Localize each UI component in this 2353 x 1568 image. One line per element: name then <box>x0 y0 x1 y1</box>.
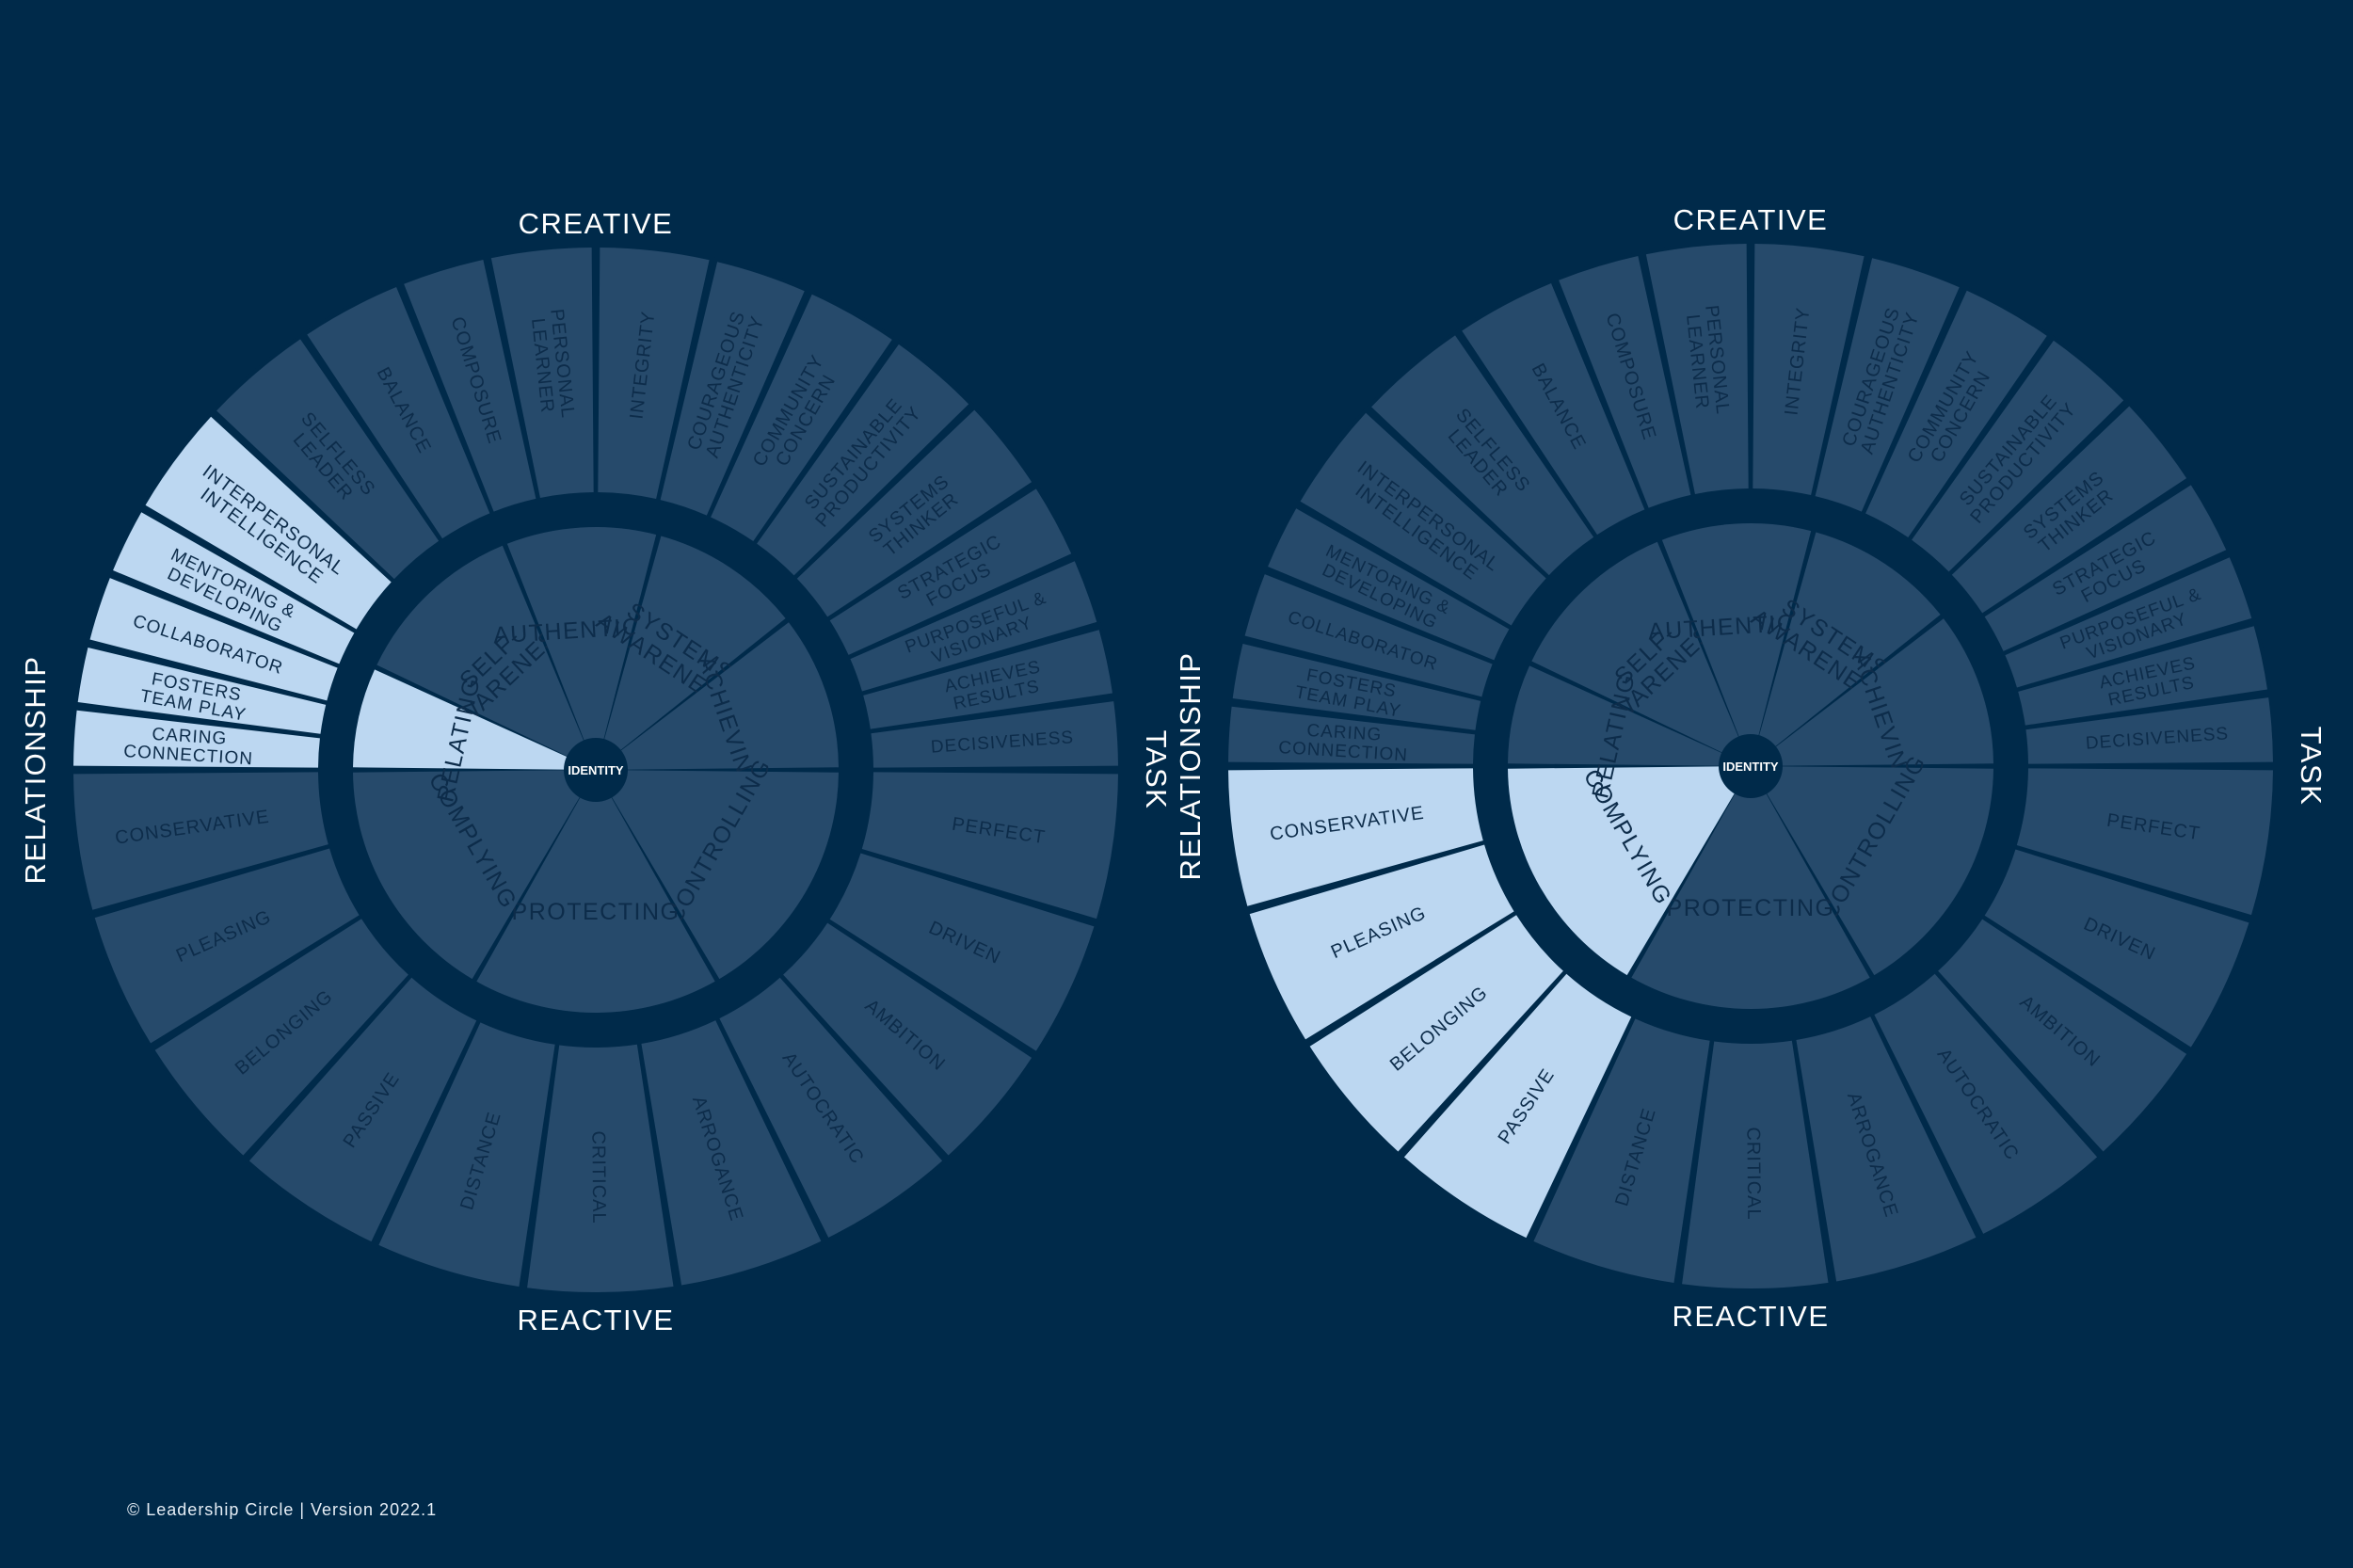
segment-conservative <box>1228 768 1483 906</box>
segment-sustainable-productivity <box>757 344 969 576</box>
dimension-complying <box>353 770 596 980</box>
label-critical: CRITICAL <box>587 1130 609 1224</box>
segment-interpersonal-intelligence <box>145 416 392 630</box>
copyright-footer: © Leadership Circle | Version 2022.1 <box>127 1500 438 1519</box>
dimension-relating <box>353 669 596 770</box>
segment-mentoring-and-developing <box>1268 508 1510 661</box>
segment-systems-thinker <box>1951 406 2187 614</box>
dimension-systems-awareness <box>1751 532 1941 766</box>
segment-caring-connection <box>73 710 320 768</box>
segment-critical <box>527 1044 674 1293</box>
segment-personal-learner <box>1645 244 1749 494</box>
segment-integrity <box>598 248 710 500</box>
segment-courageous-authenticity <box>660 262 805 516</box>
dimension-systems-awareness <box>596 536 786 770</box>
dimension-self-awareness <box>376 545 596 770</box>
segment-distance <box>1533 1018 1710 1283</box>
dimension-relating <box>1508 665 1751 766</box>
segment-collaborator <box>1244 574 1493 697</box>
segment-personal-learner <box>490 248 594 498</box>
segment-fosters-team-play <box>77 647 327 734</box>
segment-composure <box>1559 256 1691 508</box>
segment-fosters-team-play <box>1232 643 1481 730</box>
segment-balance <box>307 287 490 539</box>
axis-label-top: CREATIVE <box>519 207 674 240</box>
segment-selfless-leader <box>1371 335 1594 576</box>
segment-mentoring-and-developing <box>113 512 355 664</box>
dimension-achieving <box>1751 618 1993 766</box>
segment-driven <box>1984 849 2249 1048</box>
segment-purposeful-and-visionary <box>850 561 1097 692</box>
segment-pleasing <box>94 848 360 1044</box>
segment-perfect <box>861 772 1118 920</box>
segment-interpersonal-intelligence <box>1300 412 1546 626</box>
segment-autocratic <box>719 977 943 1238</box>
dimension-self-awareness <box>1531 541 1751 766</box>
segment-achieves-results <box>863 630 1112 729</box>
segment-passive <box>1403 973 1632 1239</box>
dimension-complying <box>1508 766 1751 976</box>
segment-arrogance <box>1796 1016 1977 1282</box>
segment-critical <box>1682 1040 1829 1288</box>
segment-balance <box>1462 283 1645 536</box>
segment-strategic-focus <box>829 488 1072 655</box>
axis-label-bottom: REACTIVE <box>517 1304 674 1336</box>
dimension-authenticity <box>1661 523 1812 766</box>
segment-decisiveness <box>2025 697 2273 764</box>
segment-conservative <box>73 772 328 910</box>
segment-perfect <box>2016 768 2273 916</box>
wheel-1: INTEGRITY COURAGEOUSAUTHENTICITYCOMMUNITY… <box>19 207 1173 1336</box>
segment-purposeful-and-visionary <box>2005 557 2252 688</box>
wheel-2: INTEGRITY COURAGEOUSAUTHENTICITYCOMMUNITY… <box>1174 203 2328 1333</box>
segment-achieves-results <box>2018 626 2267 726</box>
segment-passive <box>248 977 477 1242</box>
label-protecting: PROTECTING <box>1667 895 1835 921</box>
segment-caring-connection <box>1228 706 1475 764</box>
segment-selfless-leader <box>216 339 440 580</box>
segment-driven <box>829 853 1095 1051</box>
segment-belonging <box>1309 915 1563 1152</box>
segment-courageous-authenticity <box>1815 258 1960 512</box>
label-critical: CRITICAL <box>1742 1127 1764 1220</box>
identity-label: IDENTITY <box>1722 760 1779 774</box>
axis-label-right: TASK <box>1140 730 1173 810</box>
segment-community-concern <box>711 294 892 542</box>
axis-label-bottom: REACTIVE <box>1672 1300 1829 1333</box>
dimension-protecting <box>476 770 715 1013</box>
segment-ambition <box>1938 919 2187 1152</box>
dimension-controlling <box>1751 766 1993 976</box>
axis-label-left: RELATIONSHIP <box>19 655 52 884</box>
identity-core <box>564 738 628 802</box>
segment-strategic-focus <box>1984 485 2227 651</box>
segment-sustainable-productivity <box>1912 340 2124 572</box>
segment-ambition <box>783 922 1032 1156</box>
identity-label: IDENTITY <box>568 763 624 777</box>
segment-systems-thinker <box>796 409 1032 617</box>
identity-core <box>1719 734 1783 798</box>
label-protecting: PROTECTING <box>512 899 680 925</box>
axis-label-top: CREATIVE <box>1673 203 1829 236</box>
dimension-authenticity <box>506 527 657 770</box>
dimension-protecting <box>1631 766 1870 1009</box>
segment-community-concern <box>1865 290 2047 538</box>
segment-autocratic <box>1874 973 2098 1234</box>
segment-integrity <box>1753 244 1865 496</box>
axis-label-right: TASK <box>2295 727 2328 807</box>
dimension-controlling <box>596 770 839 980</box>
segment-arrogance <box>641 1020 822 1286</box>
segment-composure <box>404 260 536 512</box>
segment-pleasing <box>1249 844 1514 1040</box>
dimension-achieving <box>596 622 839 770</box>
axis-label-left: RELATIONSHIP <box>1174 651 1207 880</box>
segment-decisiveness <box>871 701 1118 768</box>
segment-collaborator <box>89 578 338 701</box>
segment-distance <box>378 1022 555 1287</box>
segment-belonging <box>154 919 408 1156</box>
